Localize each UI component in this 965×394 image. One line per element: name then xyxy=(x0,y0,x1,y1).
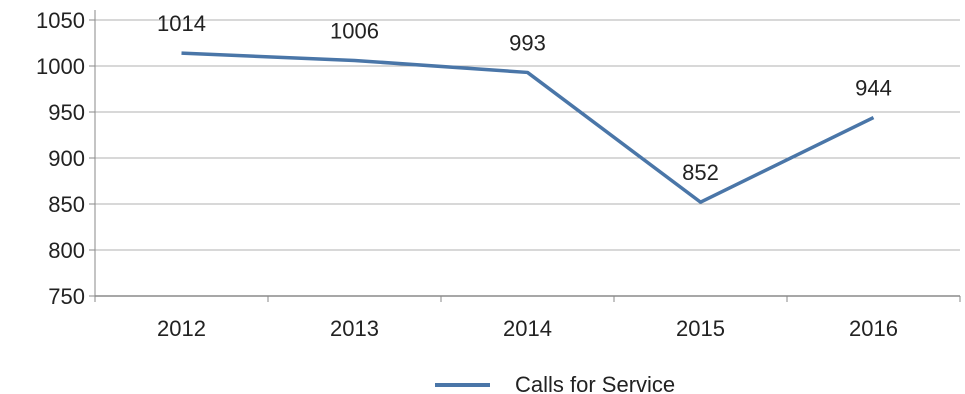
x-tick-label: 2014 xyxy=(503,316,552,341)
y-tick-label: 800 xyxy=(48,238,85,263)
x-axis-tick-labels: 2012 2013 2014 2015 2016 xyxy=(157,316,898,341)
legend-label: Calls for Service xyxy=(515,372,675,394)
y-tick-label: 900 xyxy=(48,146,85,171)
y-tick-label: 1000 xyxy=(36,54,85,79)
data-label: 993 xyxy=(509,30,546,55)
axes xyxy=(89,10,961,302)
gridlines xyxy=(95,19,960,251)
x-tick-label: 2015 xyxy=(676,316,725,341)
x-tick-label: 2016 xyxy=(849,316,898,341)
data-label: 1006 xyxy=(330,18,379,43)
series-lines xyxy=(181,51,875,204)
x-tick-label: 2013 xyxy=(330,316,379,341)
y-axis-tick-labels: 750 800 850 900 950 1000 1050 xyxy=(36,8,85,309)
data-labels: 1014 1006 993 852 944 xyxy=(157,11,892,185)
legend: Calls for Service xyxy=(435,372,675,394)
y-tick-label: 850 xyxy=(48,192,85,217)
x-tick-label: 2012 xyxy=(157,316,206,341)
y-tick-label: 950 xyxy=(48,100,85,125)
data-label: 944 xyxy=(855,76,892,101)
series-line xyxy=(181,51,875,204)
data-label: 1014 xyxy=(157,11,206,36)
y-tick-label: 750 xyxy=(48,284,85,309)
data-label: 852 xyxy=(682,160,719,185)
y-tick-label: 1050 xyxy=(36,8,85,33)
